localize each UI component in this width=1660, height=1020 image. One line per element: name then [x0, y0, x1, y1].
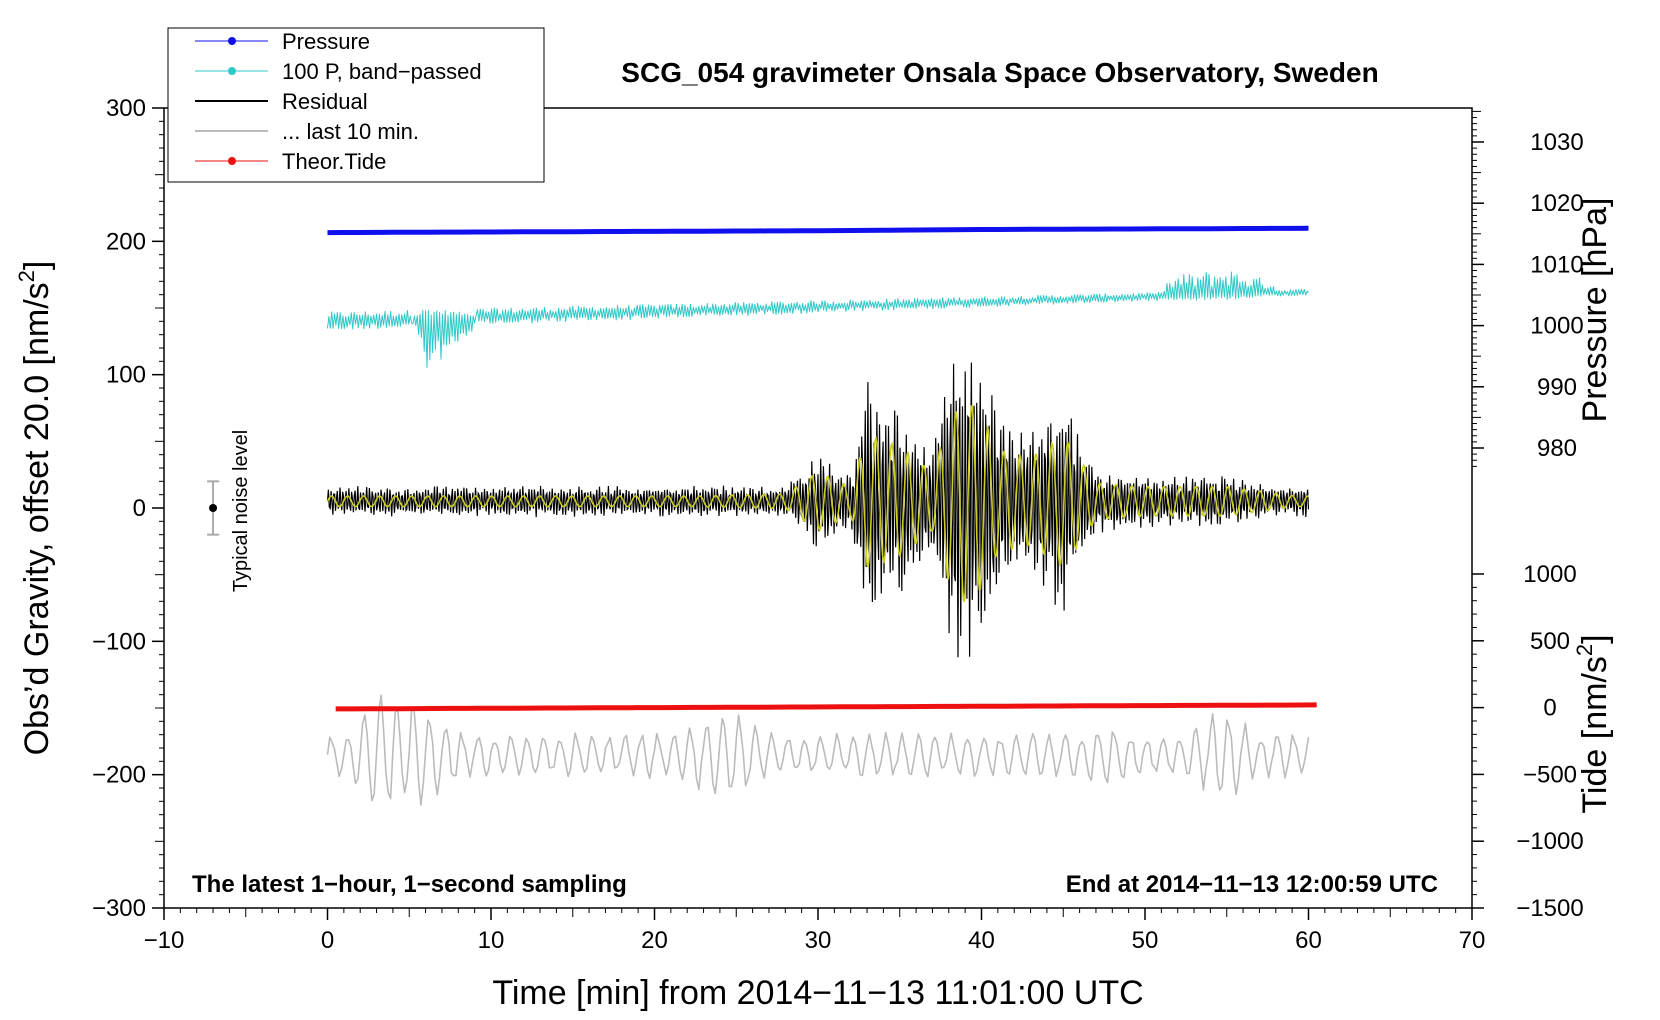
left-tick-label-2: −100: [92, 628, 146, 655]
legend-label-2: Residual: [282, 89, 368, 114]
left-tick-label-0: −300: [92, 895, 146, 922]
series-line-1: [327, 271, 1309, 368]
left-tick-label-6: 300: [106, 95, 146, 122]
x-tick-label-2: 10: [478, 927, 505, 954]
legend-marker-0: [228, 37, 236, 45]
legend-label-1: 100 P, band−passed: [282, 59, 482, 84]
tide-tick-label-5: 1000: [1523, 561, 1576, 588]
chart-title: SCG_054 gravimeter Onsala Space Observat…: [621, 57, 1378, 88]
legend-label-0: Pressure: [282, 29, 370, 54]
left-tick-label-3: 0: [133, 495, 146, 522]
legend: Pressure 100 P, band−passed Residual ... la…: [167, 27, 545, 183]
left-axis-title: Obs’d Gravity, offset 20.0 [nm/s2]: [14, 261, 56, 756]
legend-box: [167, 27, 545, 183]
tide-tick-label-2: −500: [1523, 761, 1577, 788]
pressure-axis-title: Pressure [hPa]: [1576, 198, 1614, 423]
legend-label-3: ... last 10 min.: [282, 119, 419, 144]
left-tick-label-4: 100: [106, 362, 146, 389]
tide-tick-label-1: −1000: [1516, 828, 1583, 855]
annotation-sampling: The latest 1−hour, 1−second sampling: [192, 871, 627, 898]
left-tick-label-5: 200: [106, 228, 146, 255]
series-residual-filtered: [326, 405, 1309, 603]
tide-axis-title-close: ]: [1576, 634, 1614, 643]
left-axis-title-close: ]: [18, 261, 56, 270]
x-tick-label-4: 30: [805, 927, 832, 954]
series-line-4: [335, 702, 1317, 712]
tide-tick-label-3: 0: [1543, 695, 1556, 722]
pressure-tick-label-0: 980: [1537, 435, 1577, 462]
pressure-tick-label-4: 1020: [1530, 190, 1583, 217]
tide-axis-title: Tide [nm/s2]: [1572, 634, 1614, 813]
annotation-end-time: End at 2014−11−13 12:00:59 UTC: [1066, 871, 1438, 898]
left-tick-label-1: −200: [92, 762, 146, 789]
left-axis-title-sup: 2: [14, 270, 39, 282]
tide-tick-label-0: −1500: [1516, 895, 1583, 922]
legend-marker-1: [228, 67, 236, 75]
noise-bar-center-dot: [209, 504, 218, 512]
pressure-tick-label-2: 1000: [1530, 313, 1583, 340]
x-tick-label-0: −10: [144, 927, 185, 954]
data-layer: [326, 225, 1317, 806]
x-tick-label-3: 20: [641, 927, 668, 954]
x-tick-label-5: 40: [968, 927, 995, 954]
pressure-tick-label-5: 1030: [1530, 129, 1583, 156]
pressure-tick-label-1: 990: [1537, 374, 1577, 401]
tide-axis-title-main: Tide [nm/s: [1576, 656, 1614, 813]
ticks-layer: −10 0 10 20 30 40 50 60 70−300−200−1000100200300…: [92, 95, 1584, 954]
pressure-tick-label-3: 1010: [1530, 251, 1583, 278]
x-tick-label-8: 70: [1459, 927, 1486, 954]
noise-level-indicator: Typical noise level: [207, 430, 252, 592]
series-residual: [326, 362, 1310, 658]
x-tick-label-1: 0: [321, 927, 334, 954]
x-tick-label-6: 50: [1132, 927, 1159, 954]
legend-label-4: Theor.Tide: [282, 149, 386, 174]
series-line-0: [327, 225, 1309, 236]
noise-label: Typical noise level: [230, 430, 252, 592]
x-tick-label-7: 60: [1295, 927, 1322, 954]
legend-marker-4: [228, 157, 236, 165]
left-axis-title-main: Obs’d Gravity, offset 20.0 [nm/s: [18, 282, 56, 755]
series-line-3: [326, 694, 1310, 806]
x-axis-title: Time [min] from 2014−11−13 11:01:00 UTC: [492, 974, 1143, 1012]
tide-axis-title-sup: 2: [1572, 644, 1597, 656]
tide-tick-label-4: 500: [1530, 628, 1570, 655]
